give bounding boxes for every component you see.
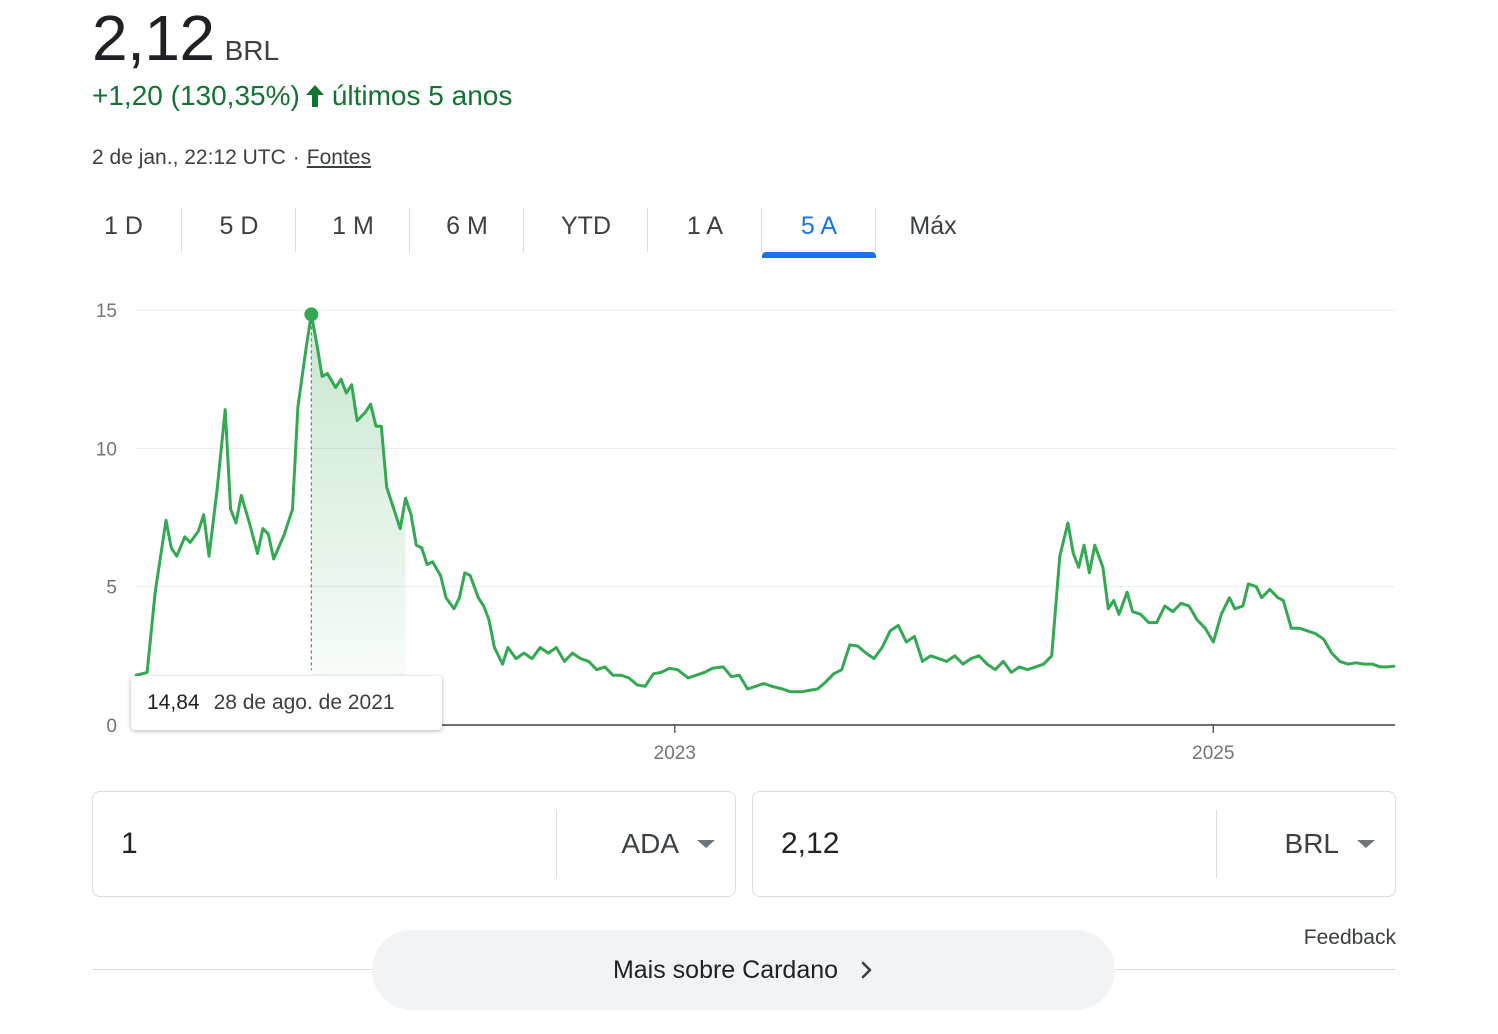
tab-5a[interactable]: 5 A [762,204,876,258]
tab-1a[interactable]: 1 A [648,204,762,258]
arrow-up-icon [304,83,326,109]
tab-5d[interactable]: 5 D [182,204,296,258]
tab-label: 5 D [219,212,259,240]
sources-link[interactable]: Fontes [306,146,371,169]
hover-point [304,307,319,322]
y-tick-label: 15 [96,301,117,322]
tab-divider [647,208,648,252]
from-currency-label: ADA [621,828,679,859]
change-value: +1,20 (130,35%) [92,80,300,111]
to-currency-select[interactable]: BRL [1217,792,1395,896]
to-amount-input[interactable]: 2,12 [781,827,840,860]
tab-label: 6 M [446,212,488,240]
meta-separator: · [292,146,300,169]
to-currency-label: BRL [1284,828,1339,859]
active-tab-indicator [762,252,876,258]
current-price: 2,12 [92,2,215,74]
tab-label: 1 M [332,212,374,240]
y-tick-label: 0 [106,716,117,737]
more-about-label: Mais sobre Cardano [612,955,839,984]
tab-divider [409,208,410,252]
price-change: +1,20 (130,35%) últimos 5 anos [92,80,512,112]
tab-label: Máx [909,212,957,240]
tab-divider [181,208,182,252]
y-tick-label: 5 [106,578,117,599]
price-meta: 2 de jan., 22:12 UTC · Fontes [92,146,371,170]
tab-label: YTD [561,212,611,240]
to-converter: 2,12 BRL [752,791,1396,897]
dropdown-caret-icon [1357,840,1375,848]
x-tick-label: 2023 [654,743,696,764]
feedback-link[interactable]: Feedback [1303,926,1396,949]
more-about-button[interactable]: Mais sobre Cardano [372,930,1115,1010]
highlight-area [311,314,406,725]
tab-ytd[interactable]: YTD [524,204,648,258]
tab-divider [523,208,524,252]
y-tick-label: 10 [96,439,117,460]
converter-divider [1216,810,1217,878]
price-currency: BRL [224,35,280,66]
tab-divider [295,208,296,252]
dropdown-caret-icon [697,840,715,848]
from-amount-input[interactable]: 1 [121,827,138,860]
price-chart[interactable]: 0 5 10 15 2023 2025 [80,290,1410,770]
tab-max[interactable]: Máx [876,204,990,258]
tab-6m[interactable]: 6 M [410,204,524,258]
tab-divider [761,208,762,252]
tab-label: 1 D [104,212,143,240]
from-currency-select[interactable]: ADA [557,792,735,896]
tab-1m[interactable]: 1 M [296,204,410,258]
chart-tooltip: 14,84 28 de ago. de 2021 [131,676,442,730]
price-header: 2,12 BRL [92,2,279,74]
converter-divider [556,810,557,878]
tab-label: 5 A [800,212,838,240]
from-converter: 1 ADA [92,791,736,897]
chevron-right-icon [860,960,874,980]
tab-label: 1 A [686,212,724,240]
price-line [134,312,1396,694]
range-tabs: 1 D 5 D 1 M 6 M YTD 1 A 5 A Máx [92,204,990,258]
tab-divider [875,208,876,252]
x-tick-label: 2025 [1192,743,1234,764]
timestamp: 2 de jan., 22:12 UTC [92,146,286,169]
tooltip-date: 28 de ago. de 2021 [213,691,395,714]
change-period: últimos 5 anos [331,80,513,111]
tab-1d[interactable]: 1 D [92,204,182,258]
tooltip-value: 14,84 [147,691,200,714]
